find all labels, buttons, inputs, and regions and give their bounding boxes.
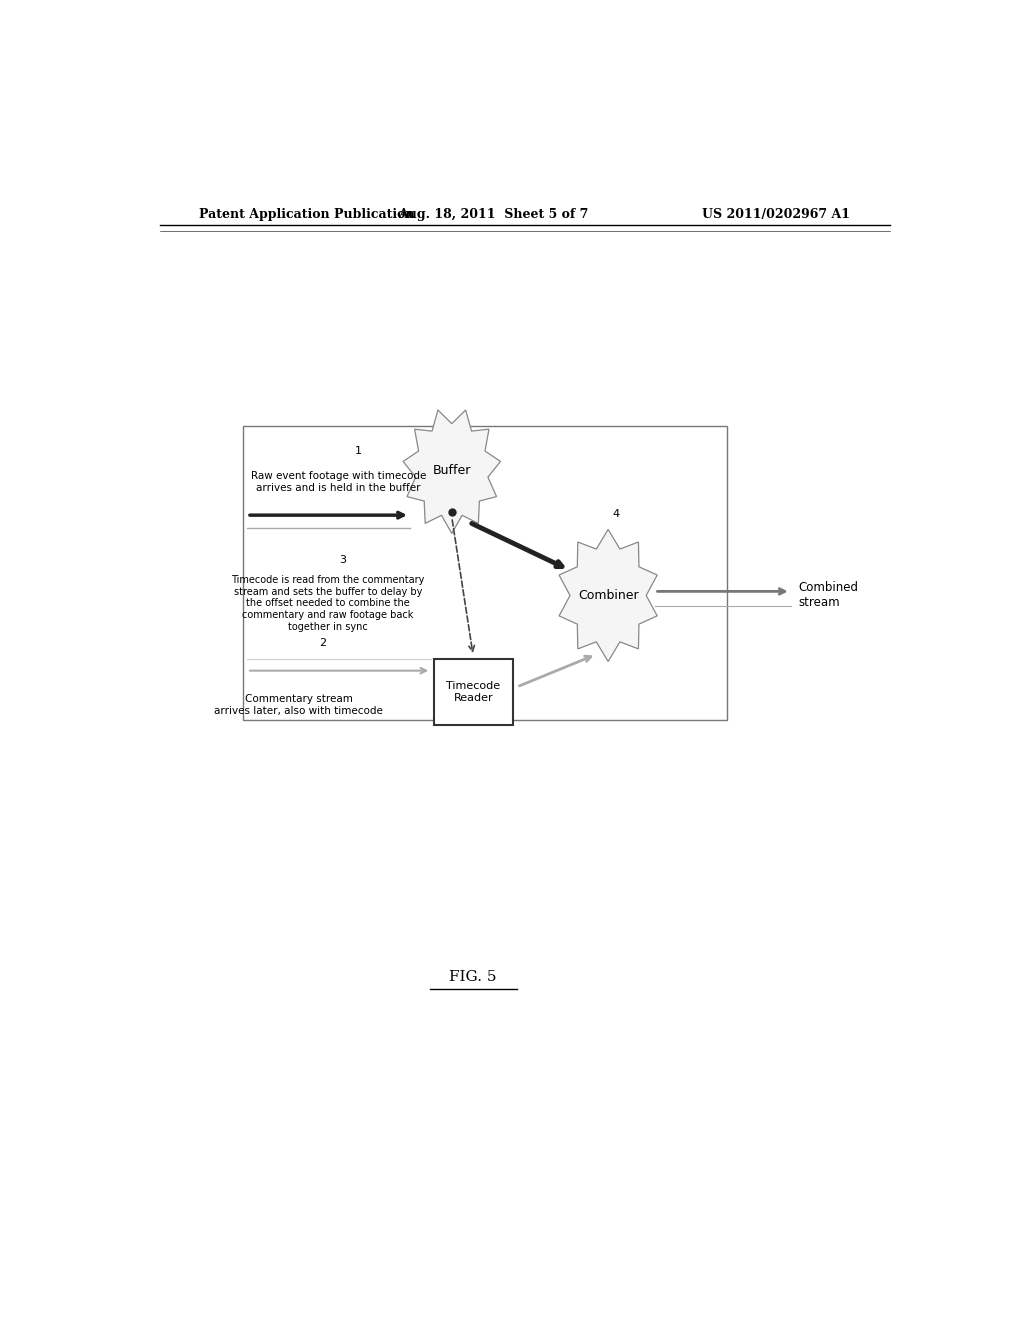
Text: 3: 3: [339, 554, 346, 565]
Polygon shape: [403, 411, 501, 533]
Text: Timecode
Reader: Timecode Reader: [446, 681, 501, 702]
Text: 4: 4: [612, 510, 620, 519]
Text: Combiner: Combiner: [578, 589, 638, 602]
Text: Patent Application Publication: Patent Application Publication: [200, 207, 415, 220]
Text: 2: 2: [318, 639, 326, 648]
Text: Combined
stream: Combined stream: [799, 581, 858, 610]
Text: Raw event footage with timecode
arrives and is held in the buffer: Raw event footage with timecode arrives …: [251, 471, 426, 494]
FancyBboxPatch shape: [433, 659, 513, 725]
Text: 1: 1: [354, 446, 361, 457]
Text: FIG. 5: FIG. 5: [450, 970, 497, 983]
Polygon shape: [559, 529, 657, 661]
Text: Timecode is read from the commentary
stream and sets the buffer to delay by
the : Timecode is read from the commentary str…: [231, 576, 425, 631]
Text: Buffer: Buffer: [432, 463, 471, 477]
Text: US 2011/0202967 A1: US 2011/0202967 A1: [702, 207, 850, 220]
Text: Commentary stream
arrives later, also with timecode: Commentary stream arrives later, also wi…: [214, 694, 383, 715]
Text: Aug. 18, 2011  Sheet 5 of 7: Aug. 18, 2011 Sheet 5 of 7: [398, 207, 588, 220]
